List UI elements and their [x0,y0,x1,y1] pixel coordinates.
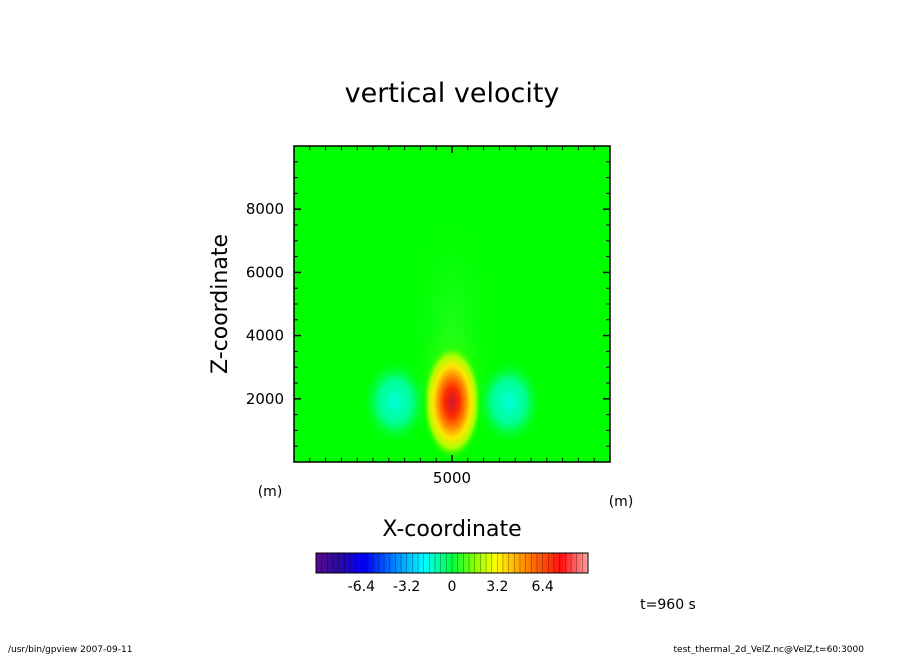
colorbar-tick-label: 3.2 [486,579,508,595]
updraft-core [422,343,482,460]
footer-right: test_thermal_2d_VelZ.nc@VelZ,t=60:3000 [674,645,865,654]
x-axis-units: (m) [609,494,634,510]
time-label: t=960 s [640,597,696,613]
y-axis-label: Z-coordinate [208,234,233,374]
y-tick-label: 6000 [246,263,284,281]
chart-title: vertical velocity [345,78,560,109]
downdraft-core [474,357,543,446]
colorbar-frame [315,552,589,574]
downdraft-core [361,357,430,446]
x-tick-label: 5000 [433,469,471,487]
y-tick-label: 2000 [246,390,284,408]
colorbar-tick-label: 6.4 [532,579,554,595]
y-tick-label: 4000 [246,327,284,345]
colorbar: -6.4 -3.2 0 3.2 6.4 [315,552,589,595]
colorbar-tick-label: -6.4 [348,579,375,595]
y-tick-label: 8000 [246,200,284,218]
footer-left: /usr/bin/gpview 2007-09-11 [8,645,132,654]
x-axis-label: X-coordinate [382,517,521,542]
colorbar-tick-label: 0 [448,579,457,595]
colorbar-tick-label: -3.2 [393,579,420,595]
plot-area: 2000 4000 6000 8000 5000 [246,145,611,487]
y-axis-units: (m) [258,484,283,500]
